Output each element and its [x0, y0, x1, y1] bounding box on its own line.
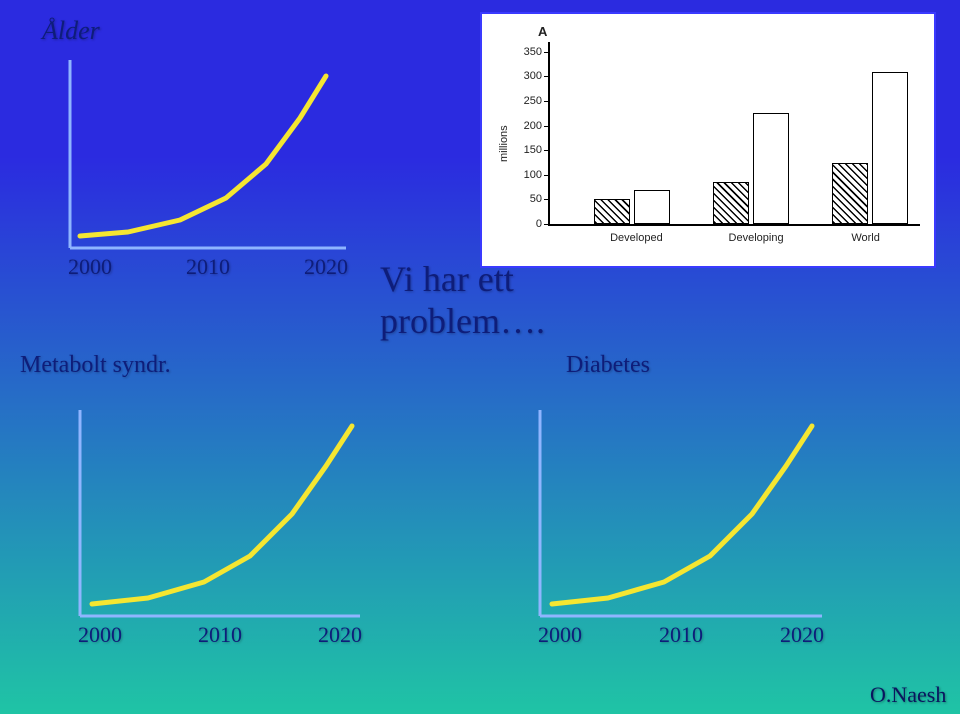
bar-y-tick-label: 150 [524, 144, 542, 156]
bar-group-label: Developing [729, 232, 784, 244]
x-tick-label: 2000 [538, 622, 582, 648]
bar-y-tick-label: 100 [524, 169, 542, 181]
bar-group-label: Developed [610, 232, 663, 244]
bar-y-tick-label: 200 [524, 120, 542, 132]
bar-y-tick-label: 350 [524, 46, 542, 58]
panel-label: A [538, 24, 547, 39]
bar-y-tick-label: 0 [536, 218, 542, 230]
bar [832, 163, 868, 224]
bar-y-tick-label: 300 [524, 70, 542, 82]
bar-y-tick-label: 50 [530, 193, 542, 205]
x-tick-label: 2010 [659, 622, 703, 648]
bar [634, 190, 670, 224]
bar-y-axis-label: millions [498, 125, 510, 162]
bar [594, 199, 630, 224]
slide-title-line2: problem…. [380, 300, 545, 342]
bar-y-tick-label: 250 [524, 95, 542, 107]
bar [753, 113, 789, 224]
x-tick-label: 2020 [780, 622, 824, 648]
bar [872, 72, 908, 224]
embedded-bar-chart: Amillions 0 50 100 150 200 250 300 350 Developed D… [480, 12, 936, 268]
credit-text: O.Naesh [870, 682, 946, 708]
bar-group-label: World [851, 232, 880, 244]
bar [713, 182, 749, 224]
